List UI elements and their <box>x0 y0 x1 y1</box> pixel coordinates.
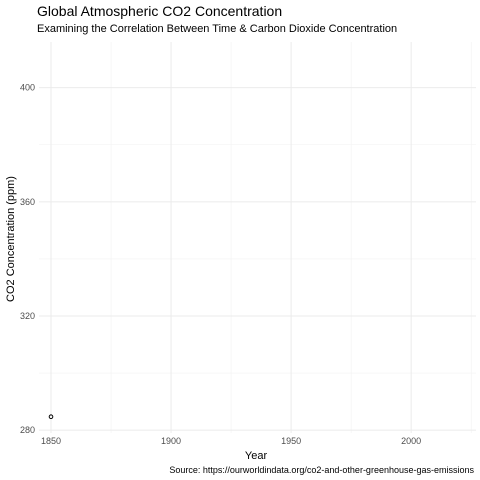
y-tick-label: 400 <box>20 83 35 93</box>
source-caption: Source: https://ourworldindata.org/co2-a… <box>169 465 474 475</box>
y-axis-title: CO2 Concentration (ppm) <box>5 176 17 302</box>
plot-area <box>39 42 476 433</box>
grid-minor-lines <box>39 42 476 433</box>
chart-title: Global Atmospheric CO2 Concentration <box>37 3 282 19</box>
data-points <box>48 414 54 420</box>
grid-major-lines <box>39 42 476 433</box>
chart-subtitle: Examining the Correlation Between Time &… <box>37 23 397 35</box>
data-point <box>48 414 54 420</box>
x-tick-label: 1850 <box>41 436 61 446</box>
x-tick-label: 1950 <box>281 436 301 446</box>
y-axis-ticks: 280 320 360 400 <box>20 83 35 435</box>
y-tick-label: 360 <box>20 197 35 207</box>
y-tick-label: 320 <box>20 311 35 321</box>
x-tick-label: 2000 <box>401 436 421 446</box>
x-axis-ticks: 1850 1900 1950 2000 <box>41 436 421 446</box>
x-axis-title: Year <box>245 450 268 462</box>
x-tick-label: 1900 <box>161 436 181 446</box>
y-tick-label: 280 <box>20 425 35 435</box>
